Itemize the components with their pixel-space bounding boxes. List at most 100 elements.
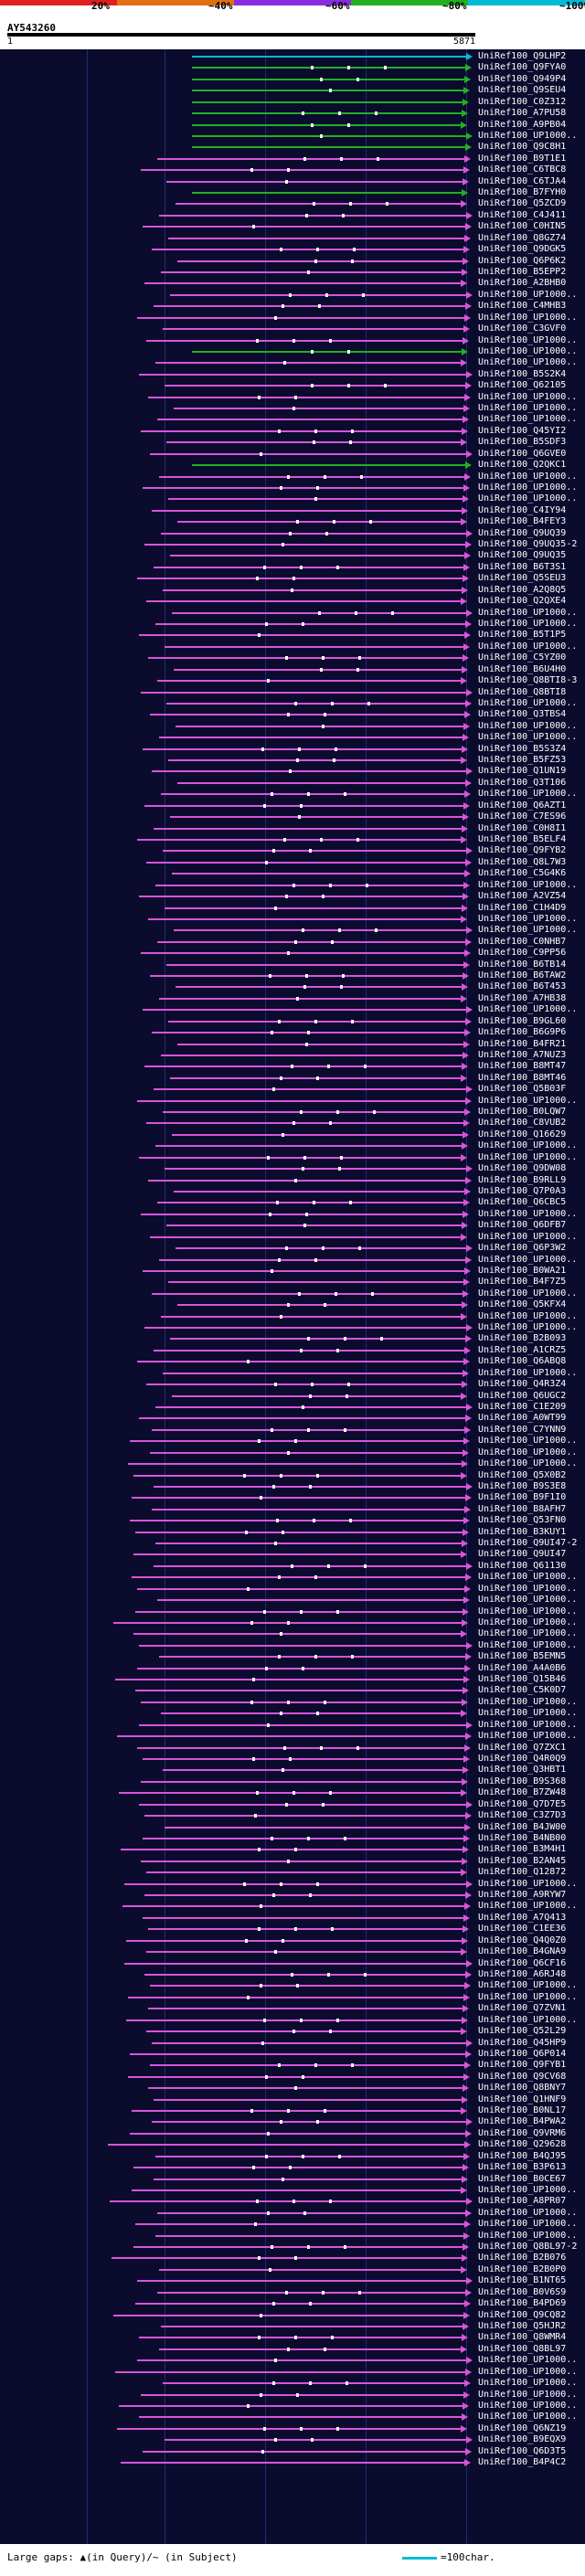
- hit-row[interactable]: UniRef100_UP1000..: [0, 412, 585, 427]
- hit-row[interactable]: UniRef100_B5T1P5: [0, 628, 585, 642]
- hit-label[interactable]: UniRef100_UP1000..: [478, 1151, 578, 1162]
- hit-label[interactable]: UniRef100_A9RYW7: [478, 1890, 567, 1901]
- hit-row[interactable]: UniRef100_Q9FYB1: [0, 2058, 585, 2072]
- hit-row[interactable]: UniRef100_UP1000..: [0, 1729, 585, 1744]
- hit-row[interactable]: UniRef100_B2AN45: [0, 1854, 585, 1869]
- hit-label[interactable]: UniRef100_Q9FYB1: [478, 2060, 567, 2071]
- hit-label[interactable]: UniRef100_B2B0P0: [478, 2263, 567, 2274]
- hit-label[interactable]: UniRef100_C7ES96: [478, 811, 567, 822]
- hit-label[interactable]: UniRef100_Q6ABQ8: [478, 1356, 567, 1367]
- hit-label[interactable]: UniRef100_A7Q413: [478, 1912, 567, 1923]
- hit-label[interactable]: UniRef100_B6T3S1: [478, 561, 567, 572]
- hit-label[interactable]: UniRef100_Q6P6K2: [478, 255, 567, 266]
- hit-row[interactable]: UniRef100_B9EQX9: [0, 2433, 585, 2447]
- hit-row[interactable]: UniRef100_UP1000..: [0, 730, 585, 745]
- hit-row[interactable]: UniRef100_UP1000..: [0, 719, 585, 734]
- hit-label[interactable]: UniRef100_C4J411: [478, 209, 567, 220]
- hit-label[interactable]: UniRef100_C0HIN5: [478, 221, 567, 232]
- hit-label[interactable]: UniRef100_Q3TBS4: [478, 709, 567, 720]
- hit-label[interactable]: UniRef100_Q15B46: [478, 1674, 567, 1685]
- hit-label[interactable]: UniRef100_UP1000..: [478, 130, 578, 141]
- hit-row[interactable]: UniRef100_B4PWA2: [0, 2115, 585, 2129]
- hit-row[interactable]: UniRef100_C3Z7D3: [0, 1808, 585, 1823]
- hit-label[interactable]: UniRef100_Q8BL97-2: [478, 2242, 578, 2253]
- hit-label[interactable]: UniRef100_UP1000..: [478, 312, 578, 323]
- hit-row[interactable]: UniRef100_Q6CF16: [0, 1956, 585, 1971]
- hit-row[interactable]: UniRef100_UP1000..: [0, 2388, 585, 2402]
- hit-label[interactable]: UniRef100_UP1000..: [478, 1595, 578, 1606]
- hit-row[interactable]: UniRef100_UP1000..: [0, 1457, 585, 1471]
- hit-row[interactable]: UniRef100_UP1000..: [0, 617, 585, 631]
- hit-row[interactable]: UniRef100_Q7ZXC1: [0, 1741, 585, 1755]
- hit-row[interactable]: UniRef100_UP1000..: [0, 334, 585, 348]
- hit-row[interactable]: UniRef100_Q7P0A3: [0, 1184, 585, 1199]
- hit-label[interactable]: UniRef100_Q45HP9: [478, 2037, 567, 2048]
- hit-row[interactable]: UniRef100_C5G4K6: [0, 866, 585, 881]
- hit-row[interactable]: UniRef100_B9S3E8: [0, 1479, 585, 1494]
- hit-label[interactable]: UniRef100_UP1000..: [478, 1901, 578, 1912]
- hit-row[interactable]: UniRef100_UP1000..: [0, 787, 585, 801]
- hit-label[interactable]: UniRef100_Q6NZ19: [478, 2422, 567, 2433]
- hit-row[interactable]: UniRef100_UP1000..: [0, 1899, 585, 1913]
- hit-row[interactable]: UniRef100_Q9UI47: [0, 1547, 585, 1562]
- hit-label[interactable]: UniRef100_Q12872: [478, 1867, 567, 1878]
- hit-row[interactable]: UniRef100_B5SDF3: [0, 435, 585, 450]
- hit-label[interactable]: UniRef100_C9PP56: [478, 948, 567, 959]
- hit-label[interactable]: UniRef100_UP1000..: [478, 2207, 578, 2218]
- hit-row[interactable]: UniRef100_UP1000..: [0, 1253, 585, 1267]
- hit-row[interactable]: UniRef100_B0CE67: [0, 2172, 585, 2187]
- hit-label[interactable]: UniRef100_C4MHB3: [478, 301, 567, 312]
- hit-label[interactable]: UniRef100_Q3T106: [478, 777, 567, 788]
- hit-label[interactable]: UniRef100_Q949P4: [478, 73, 567, 84]
- hit-row[interactable]: UniRef100_C6TBC8: [0, 163, 585, 177]
- hit-row[interactable]: UniRef100_UP1000..: [0, 2365, 585, 2380]
- hit-label[interactable]: UniRef100_B9F1I0: [478, 1492, 567, 1503]
- hit-row[interactable]: UniRef100_Q9UQ39: [0, 526, 585, 541]
- hit-row[interactable]: UniRef100_UP1000..: [0, 311, 585, 325]
- hit-row[interactable]: UniRef100_Q45YI2: [0, 424, 585, 439]
- hit-row[interactable]: UniRef100_A0WT99: [0, 1411, 585, 1426]
- hit-row[interactable]: UniRef100_UP1000..: [0, 2229, 585, 2243]
- hit-label[interactable]: UniRef100_Q29628: [478, 2139, 567, 2150]
- hit-row[interactable]: UniRef100_Q5X0B2: [0, 1468, 585, 1483]
- hit-row[interactable]: UniRef100_B2B0P0: [0, 2263, 585, 2277]
- hit-row[interactable]: UniRef100_Q8BL97: [0, 2342, 585, 2357]
- hit-label[interactable]: UniRef100_UP1000..: [478, 732, 578, 743]
- hit-row[interactable]: UniRef100_UP1000..: [0, 1139, 585, 1153]
- hit-row[interactable]: UniRef100_B4JW00: [0, 1820, 585, 1835]
- hit-row[interactable]: UniRef100_Q4Q0Z0: [0, 1934, 585, 1948]
- hit-label[interactable]: UniRef100_UP1000..: [478, 2355, 578, 2366]
- hit-label[interactable]: UniRef100_UP1000..: [478, 2378, 578, 2389]
- hit-row[interactable]: UniRef100_B9GL60: [0, 1014, 585, 1029]
- hit-row[interactable]: UniRef100_UP1000..: [0, 640, 585, 654]
- hit-label[interactable]: UniRef100_B5SDF3: [478, 437, 567, 448]
- hit-row[interactable]: UniRef100_Q6D3T5: [0, 2444, 585, 2459]
- hit-row[interactable]: UniRef100_B4QJ95: [0, 2149, 585, 2164]
- hit-row[interactable]: UniRef100_C6TJA4: [0, 175, 585, 189]
- hit-row[interactable]: UniRef100_UP1000..: [0, 1320, 585, 1335]
- hit-label[interactable]: UniRef100_UP1000..: [478, 493, 578, 504]
- hit-row[interactable]: UniRef100_Q6P014: [0, 2047, 585, 2062]
- hit-row[interactable]: UniRef100_C4J411: [0, 208, 585, 223]
- hit-label[interactable]: UniRef100_UP1000..: [478, 1095, 578, 1106]
- hit-label[interactable]: UniRef100_UP1000..: [478, 1878, 578, 1889]
- hit-row[interactable]: UniRef100_C1E209: [0, 1400, 585, 1415]
- hit-label[interactable]: UniRef100_Q8BL97: [478, 2343, 567, 2354]
- hit-label[interactable]: UniRef100_B2B093: [478, 1333, 567, 1344]
- hit-label[interactable]: UniRef100_UP1000..: [478, 345, 578, 356]
- hit-row[interactable]: UniRef100_UP1000..: [0, 1207, 585, 1222]
- hit-label[interactable]: UniRef100_UP1000..: [478, 1231, 578, 1242]
- hit-row[interactable]: UniRef100_UP1000..: [0, 1230, 585, 1245]
- hit-row[interactable]: UniRef100_Q16629: [0, 1128, 585, 1142]
- hit-row[interactable]: UniRef100_UP1000..: [0, 1593, 585, 1607]
- hit-label[interactable]: UniRef100_Q5SEU3: [478, 573, 567, 584]
- hit-label[interactable]: UniRef100_B4PD69: [478, 2298, 567, 2309]
- hit-label[interactable]: UniRef100_B2AN45: [478, 1855, 567, 1866]
- hit-row[interactable]: UniRef100_Q6CBC5: [0, 1195, 585, 1210]
- hit-row[interactable]: UniRef100_Q4R3Z4: [0, 1377, 585, 1392]
- hit-row[interactable]: UniRef100_UP1000..: [0, 401, 585, 416]
- hit-row[interactable]: UniRef100_UP1000..: [0, 129, 585, 143]
- hit-row[interactable]: UniRef100_C7ES96: [0, 810, 585, 824]
- hit-label[interactable]: UniRef100_Q8BTI8: [478, 686, 567, 697]
- hit-row[interactable]: UniRef100_UP1000..: [0, 878, 585, 893]
